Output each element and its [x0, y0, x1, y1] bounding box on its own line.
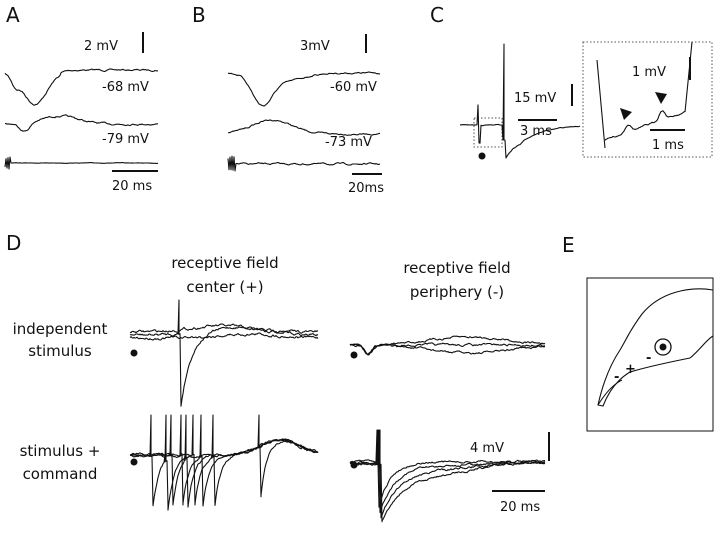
panel-label: A	[6, 3, 20, 27]
panel-label: B	[192, 3, 206, 27]
panel-label: E	[562, 233, 575, 257]
pupil	[659, 343, 667, 351]
trace	[4, 114, 159, 132]
potential-label: -68 mV	[102, 80, 149, 95]
sign: +	[625, 362, 636, 377]
sign: -	[614, 370, 619, 385]
stimulus-dot	[350, 351, 358, 359]
row-label: stimulus	[28, 342, 92, 360]
column-label: periphery (-)	[410, 283, 504, 301]
beak-line	[597, 379, 623, 406]
stimulus-dot	[478, 152, 486, 160]
time-scale-label: 3 ms	[520, 124, 552, 139]
trace	[129, 414, 319, 506]
time-scale-label: 20 ms	[112, 179, 152, 194]
potential-label: -73 mV	[325, 135, 372, 150]
trace	[349, 342, 545, 355]
trace	[129, 299, 319, 407]
column-label: receptive field	[403, 259, 510, 277]
panel-label: D	[6, 231, 21, 255]
potential-label: -79 mV	[102, 132, 149, 147]
row-label: command	[23, 465, 98, 483]
voltage-scale-label: 4 mV	[470, 441, 504, 456]
trace	[349, 429, 546, 523]
panel-label: C	[430, 3, 444, 27]
column-label: receptive field	[171, 254, 278, 272]
stimulus-dot	[130, 349, 138, 357]
trace	[349, 429, 546, 519]
voltage-scale-label: 2 mV	[84, 39, 118, 54]
voltage-scale-label: 15 mV	[514, 91, 556, 106]
sign: -	[646, 351, 651, 366]
trace	[227, 119, 381, 136]
trace	[129, 332, 319, 341]
column-label: center (+)	[186, 278, 263, 296]
trace	[4, 156, 159, 170]
time-scale-label: 1 ms	[652, 138, 684, 153]
stimulus-dot	[130, 458, 138, 466]
time-scale-label: 20 ms	[500, 500, 540, 515]
traces	[4, 41, 693, 523]
arrowhead	[620, 108, 632, 120]
trace	[129, 414, 319, 507]
arrowhead	[655, 92, 667, 104]
potential-label: -60 mV	[330, 80, 377, 95]
voltage-scale-label: 3mV	[300, 39, 330, 54]
panel-frame	[586, 277, 714, 432]
inset-box	[582, 41, 713, 158]
trace	[604, 110, 686, 141]
trace	[596, 59, 606, 149]
trace	[227, 155, 381, 172]
trace	[227, 71, 381, 107]
trace	[349, 343, 546, 356]
trace	[4, 68, 159, 106]
row-label: independent	[13, 320, 108, 338]
trace	[459, 43, 581, 159]
trace	[129, 414, 319, 508]
eye	[654, 338, 672, 356]
trace	[684, 41, 693, 113]
row-label: stimulus +	[20, 442, 101, 460]
trace	[129, 414, 319, 511]
time-scale-label: 20ms	[348, 181, 384, 196]
trace	[129, 323, 319, 334]
voltage-scale-label: 1 mV	[632, 65, 666, 80]
